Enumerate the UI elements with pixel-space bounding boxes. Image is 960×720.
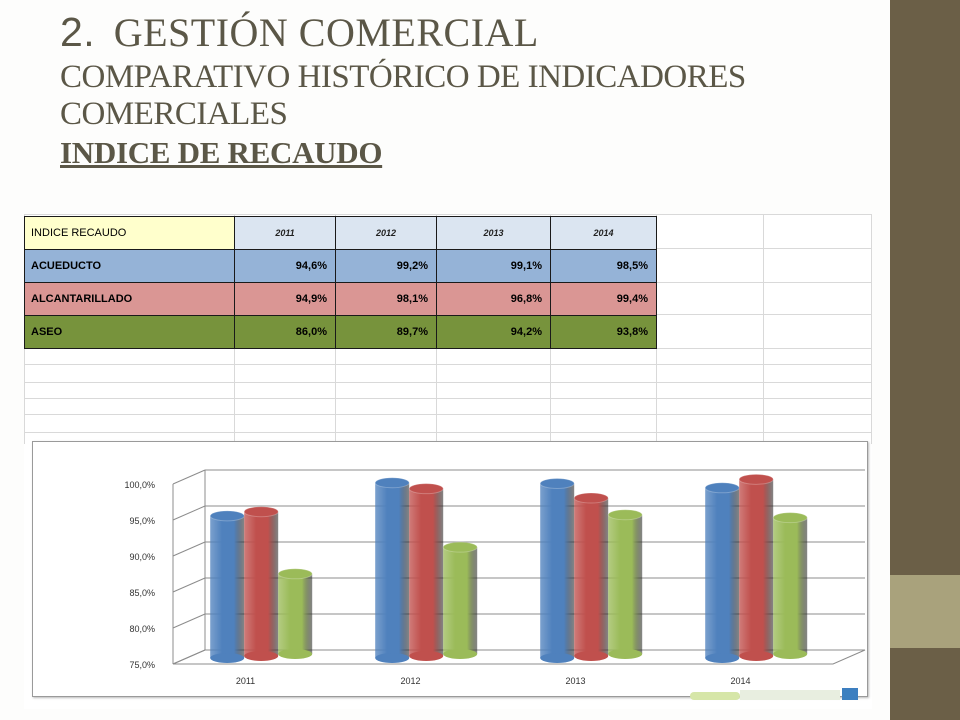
- bar: [277, 568, 313, 659]
- table-cell: 93,8%: [550, 315, 657, 349]
- table-row: ALCANTARILLADO 94,9% 98,1% 96,8% 99,4%: [24, 282, 657, 316]
- section-number: 2.: [60, 9, 96, 55]
- year-header: 2012: [335, 216, 437, 250]
- table-row: ACUEDUCTO 94,6% 99,2% 99,1% 98,5%: [24, 249, 657, 283]
- y-tick-label: 90,0%: [129, 552, 155, 562]
- row-label: ASEO: [24, 315, 235, 349]
- bar: [243, 506, 279, 661]
- bar: [374, 477, 410, 663]
- y-tick-label: 95,0%: [129, 516, 155, 526]
- table-cell: 94,9%: [234, 282, 336, 316]
- y-tick-label: 85,0%: [129, 588, 155, 598]
- bar: [442, 541, 478, 659]
- year-header: 2013: [436, 216, 551, 250]
- grid-line: [172, 505, 206, 521]
- bar: [573, 492, 609, 661]
- title-main: GESTIÓN COMERCIAL: [113, 10, 539, 55]
- table-cell: 99,2%: [335, 249, 437, 283]
- title-line-1: 2. GESTIÓN COMERCIAL: [60, 12, 880, 53]
- table-row: ASEO 86,0% 89,7% 94,2% 93,8%: [24, 315, 657, 349]
- table-cell: 89,7%: [335, 315, 437, 349]
- x-tick-label: 2011: [236, 676, 255, 686]
- year-header: 2011: [234, 216, 336, 250]
- bar: [209, 510, 245, 663]
- row-label: ALCANTARILLADO: [24, 282, 235, 316]
- year-header: 2014: [550, 216, 657, 250]
- row-label: ACUEDUCTO: [24, 249, 235, 283]
- recaudo-chart: 75,0% 80,0% 85,0% 90,0% 95,0% 100,0% 2011 2012 2…: [32, 441, 868, 697]
- slide-title: 2. GESTIÓN COMERCIAL COMPARATIVO HISTÓRI…: [60, 12, 880, 170]
- bar: [704, 482, 740, 663]
- bar: [539, 477, 575, 663]
- x-tick-label: 2013: [565, 676, 585, 686]
- table-cell: 94,6%: [234, 249, 336, 283]
- table-cell: 96,8%: [436, 282, 551, 316]
- table-cell: 98,5%: [550, 249, 657, 283]
- y-tick-label: 80,0%: [129, 624, 155, 634]
- bar: [607, 509, 643, 659]
- sidebar-bottom-block: [890, 648, 960, 720]
- table-cell: 94,2%: [436, 315, 551, 349]
- grid-line: [172, 613, 206, 629]
- title-subtitle: INDICE DE RECAUDO: [60, 135, 383, 170]
- grid-line: [172, 541, 206, 557]
- table-cell: 99,4%: [550, 282, 657, 316]
- table-cell: 98,1%: [335, 282, 437, 316]
- grid-line: [172, 469, 206, 485]
- grid-line: [172, 577, 206, 593]
- x-tick-label: 2014: [730, 676, 750, 686]
- title-line-3: COMERCIALES: [60, 96, 288, 132]
- table-header-label: INDICE RECAUDO: [24, 216, 235, 250]
- company-logo: [690, 688, 858, 700]
- bar: [772, 512, 808, 659]
- recaudo-table: INDICE RECAUDO 2011 2012 2013 2014 ACUED…: [24, 216, 657, 349]
- sidebar-accent-block: [890, 575, 960, 648]
- bar: [738, 473, 774, 661]
- chart-floor: [172, 649, 866, 665]
- y-tick-label: 75,0%: [129, 660, 155, 670]
- table-cell: 86,0%: [234, 315, 336, 349]
- chart-svg: 75,0% 80,0% 85,0% 90,0% 95,0% 100,0% 2011 2012 2…: [124, 469, 866, 686]
- bar: [408, 483, 444, 661]
- y-tick-label: 100,0%: [124, 480, 155, 490]
- table-header-row: INDICE RECAUDO 2011 2012 2013 2014: [24, 216, 657, 250]
- table-cell: 99,1%: [436, 249, 551, 283]
- x-tick-label: 2012: [400, 676, 420, 686]
- title-line-2: COMPARATIVO HISTÓRICO DE INDICADORES: [60, 59, 746, 95]
